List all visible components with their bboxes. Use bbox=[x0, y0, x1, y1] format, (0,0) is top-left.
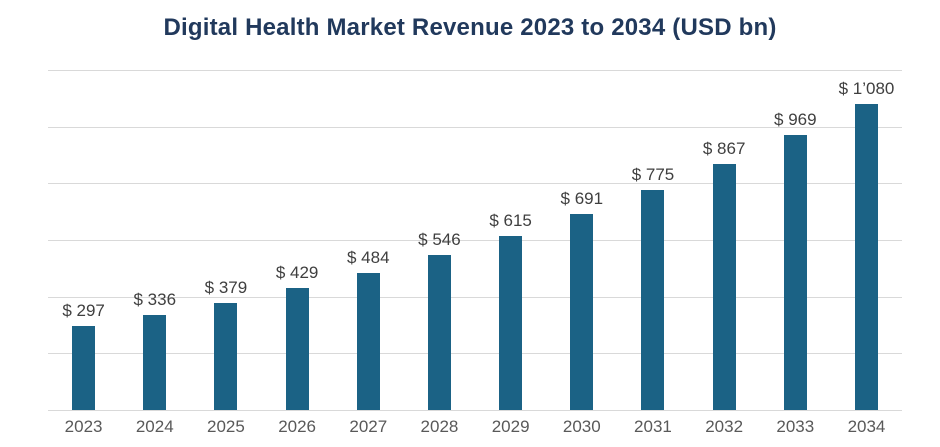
bar-group: $ 691 bbox=[546, 70, 617, 410]
x-axis-label: 2034 bbox=[847, 417, 886, 436]
bar bbox=[783, 135, 807, 410]
x-axis-label: 2028 bbox=[420, 417, 459, 436]
x-axis-label: 2025 bbox=[207, 417, 245, 436]
bar bbox=[712, 164, 736, 410]
x-axis-label: 2026 bbox=[278, 417, 317, 436]
bar bbox=[854, 104, 878, 410]
bars-row: $ 297 $ 336 $ 379 $ 429 $ 484 $ 546 $ 615 $ 691… bbox=[48, 70, 902, 410]
chart-title: Digital Health Market Revenue 2023 to 20… bbox=[163, 14, 777, 41]
bar bbox=[143, 314, 167, 410]
bar-value-label: $ 691 bbox=[560, 189, 604, 209]
bar bbox=[285, 288, 309, 410]
bar bbox=[214, 302, 238, 410]
bar-value-label: $ 336 bbox=[133, 289, 177, 309]
x-axis-label: 2032 bbox=[705, 417, 744, 436]
bar-group: $ 546 bbox=[404, 70, 475, 410]
gridline bbox=[48, 70, 902, 71]
bar-value-label: $ 775 bbox=[631, 165, 675, 185]
bar-group: $ 1’080 bbox=[831, 70, 902, 410]
gridline bbox=[48, 126, 902, 128]
bar-group: $ 775 bbox=[617, 70, 688, 410]
bar-group: $ 429 bbox=[262, 70, 333, 410]
bar-group: $ 297 bbox=[48, 70, 119, 410]
x-axis-label: 2030 bbox=[562, 417, 601, 436]
gridline bbox=[48, 353, 902, 355]
bar bbox=[499, 235, 523, 410]
gridline bbox=[48, 410, 902, 411]
gridline bbox=[48, 240, 902, 241]
bar-value-label: $ 379 bbox=[204, 277, 248, 297]
x-axis: 2023 2024 2025 2026 2027 2028 2029 2030 2031 2032… bbox=[48, 417, 902, 437]
gridline bbox=[48, 183, 902, 185]
bar-group: $ 867 bbox=[689, 70, 760, 410]
bar-group: $ 969 bbox=[760, 70, 831, 410]
x-axis-label: 2023 bbox=[64, 417, 103, 436]
bar bbox=[72, 325, 96, 410]
bar-group: $ 615 bbox=[475, 70, 546, 410]
bar bbox=[570, 214, 594, 410]
bar-value-label: $ 1’080 bbox=[838, 79, 895, 98]
bar-value-label: $ 615 bbox=[489, 210, 532, 230]
bar-value-label: $ 297 bbox=[62, 300, 105, 320]
bar-value-label: $ 867 bbox=[702, 139, 746, 159]
bar-value-label: $ 969 bbox=[774, 110, 817, 130]
x-axis-label: 2029 bbox=[491, 417, 530, 436]
bar bbox=[356, 272, 380, 410]
bar-group: $ 379 bbox=[190, 70, 261, 410]
plot-area: $ 297 $ 336 $ 379 $ 429 $ 484 $ 546 $ 615 $ 691… bbox=[48, 70, 902, 411]
x-axis-label: 2024 bbox=[135, 417, 174, 436]
bar-group: $ 336 bbox=[119, 70, 190, 410]
bar-value-label: $ 429 bbox=[275, 263, 319, 283]
x-axis-label: 2027 bbox=[349, 417, 388, 436]
bar bbox=[427, 255, 451, 410]
x-axis-label: 2031 bbox=[634, 417, 672, 436]
gridline bbox=[48, 296, 902, 298]
bar-value-label: $ 546 bbox=[418, 230, 461, 250]
bar-group: $ 484 bbox=[333, 70, 404, 410]
bar bbox=[641, 190, 665, 410]
bar-value-label: $ 484 bbox=[347, 247, 390, 267]
x-axis-label: 2033 bbox=[776, 417, 815, 436]
